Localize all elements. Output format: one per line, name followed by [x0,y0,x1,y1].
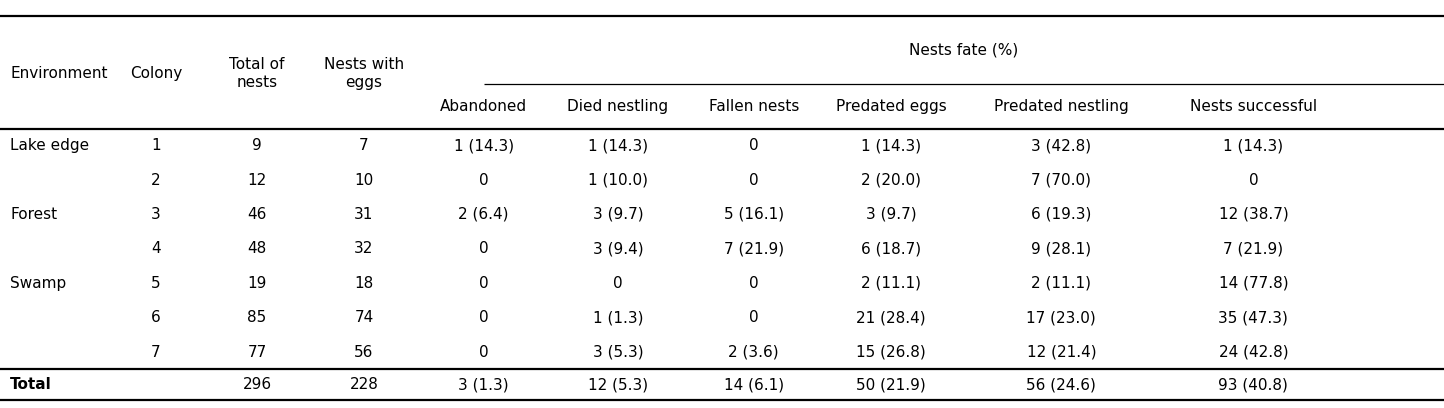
Text: 3 (9.7): 3 (9.7) [865,207,917,222]
Text: 1 (1.3): 1 (1.3) [593,310,643,325]
Text: Fallen nests: Fallen nests [709,100,799,114]
Text: 1 (14.3): 1 (14.3) [861,138,921,153]
Text: 2: 2 [152,173,160,188]
Text: 14 (6.1): 14 (6.1) [723,377,784,392]
Text: 7: 7 [360,138,368,153]
Text: 14 (77.8): 14 (77.8) [1219,276,1288,291]
Text: Forest: Forest [10,207,58,222]
Text: 1: 1 [152,138,160,153]
Text: 31: 31 [354,207,374,222]
Text: 7 (70.0): 7 (70.0) [1031,173,1092,188]
Text: Colony: Colony [130,66,182,81]
Text: 2 (11.1): 2 (11.1) [1031,276,1092,291]
Text: 50 (21.9): 50 (21.9) [856,377,926,392]
Text: 21 (28.4): 21 (28.4) [856,310,926,325]
Text: 0: 0 [479,344,488,359]
Text: Environment: Environment [10,66,108,81]
Text: 0: 0 [479,242,488,256]
Text: 5 (16.1): 5 (16.1) [723,207,784,222]
Text: 0: 0 [749,276,758,291]
Text: 7 (21.9): 7 (21.9) [723,242,784,256]
Text: 2 (20.0): 2 (20.0) [861,173,921,188]
Text: 6 (18.7): 6 (18.7) [861,242,921,256]
Text: 12 (21.4): 12 (21.4) [1027,344,1096,359]
Text: 3 (9.7): 3 (9.7) [592,207,644,222]
Text: 9: 9 [253,138,261,153]
Text: 296: 296 [243,377,271,392]
Text: 32: 32 [354,242,374,256]
Text: 6 (19.3): 6 (19.3) [1031,207,1092,222]
Text: 1 (14.3): 1 (14.3) [588,138,648,153]
Text: 3 (1.3): 3 (1.3) [458,377,510,392]
Text: Nests successful: Nests successful [1190,100,1317,114]
Text: Abandoned: Abandoned [440,100,527,114]
Text: Died nestling: Died nestling [567,100,669,114]
Text: 35 (47.3): 35 (47.3) [1219,310,1288,325]
Text: 0: 0 [749,138,758,153]
Text: 0: 0 [479,173,488,188]
Text: 0: 0 [479,310,488,325]
Text: Total of
nests: Total of nests [230,57,284,90]
Text: 3: 3 [152,207,160,222]
Text: 12 (38.7): 12 (38.7) [1219,207,1288,222]
Text: 1 (10.0): 1 (10.0) [588,173,648,188]
Text: 4: 4 [152,242,160,256]
Text: 3 (9.4): 3 (9.4) [592,242,644,256]
Text: 0: 0 [614,276,622,291]
Text: 17 (23.0): 17 (23.0) [1027,310,1096,325]
Text: 228: 228 [349,377,378,392]
Text: 2 (11.1): 2 (11.1) [861,276,921,291]
Text: 85: 85 [247,310,267,325]
Text: 12: 12 [247,173,267,188]
Text: 48: 48 [247,242,267,256]
Text: 7 (21.9): 7 (21.9) [1223,242,1284,256]
Text: 6: 6 [152,310,160,325]
Text: 9 (28.1): 9 (28.1) [1031,242,1092,256]
Text: 2 (3.6): 2 (3.6) [728,344,780,359]
Text: 1 (14.3): 1 (14.3) [1223,138,1284,153]
Text: 56: 56 [354,344,374,359]
Text: 0: 0 [479,276,488,291]
Text: 19: 19 [247,276,267,291]
Text: 3 (42.8): 3 (42.8) [1031,138,1092,153]
Text: Predated nestling: Predated nestling [993,100,1129,114]
Text: 74: 74 [354,310,374,325]
Text: 7: 7 [152,344,160,359]
Text: 0: 0 [1249,173,1258,188]
Text: 1 (14.3): 1 (14.3) [453,138,514,153]
Text: 0: 0 [749,173,758,188]
Text: 24 (42.8): 24 (42.8) [1219,344,1288,359]
Text: 15 (26.8): 15 (26.8) [856,344,926,359]
Text: 77: 77 [247,344,267,359]
Text: Lake edge: Lake edge [10,138,90,153]
Text: Nests with
eggs: Nests with eggs [323,57,404,90]
Text: 93 (40.8): 93 (40.8) [1219,377,1288,392]
Text: 2 (6.4): 2 (6.4) [459,207,508,222]
Text: 0: 0 [749,310,758,325]
Text: 3 (5.3): 3 (5.3) [592,344,644,359]
Text: Total: Total [10,377,52,392]
Text: Nests fate (%): Nests fate (%) [910,42,1018,57]
Text: Predated eggs: Predated eggs [836,100,946,114]
Text: 18: 18 [354,276,374,291]
Text: 46: 46 [247,207,267,222]
Text: 12 (5.3): 12 (5.3) [588,377,648,392]
Text: 5: 5 [152,276,160,291]
Text: 10: 10 [354,173,374,188]
Text: Swamp: Swamp [10,276,66,291]
Text: 56 (24.6): 56 (24.6) [1027,377,1096,392]
